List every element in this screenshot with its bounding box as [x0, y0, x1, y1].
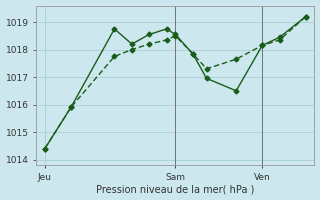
X-axis label: Pression niveau de la mer( hPa ): Pression niveau de la mer( hPa ) [96, 184, 254, 194]
